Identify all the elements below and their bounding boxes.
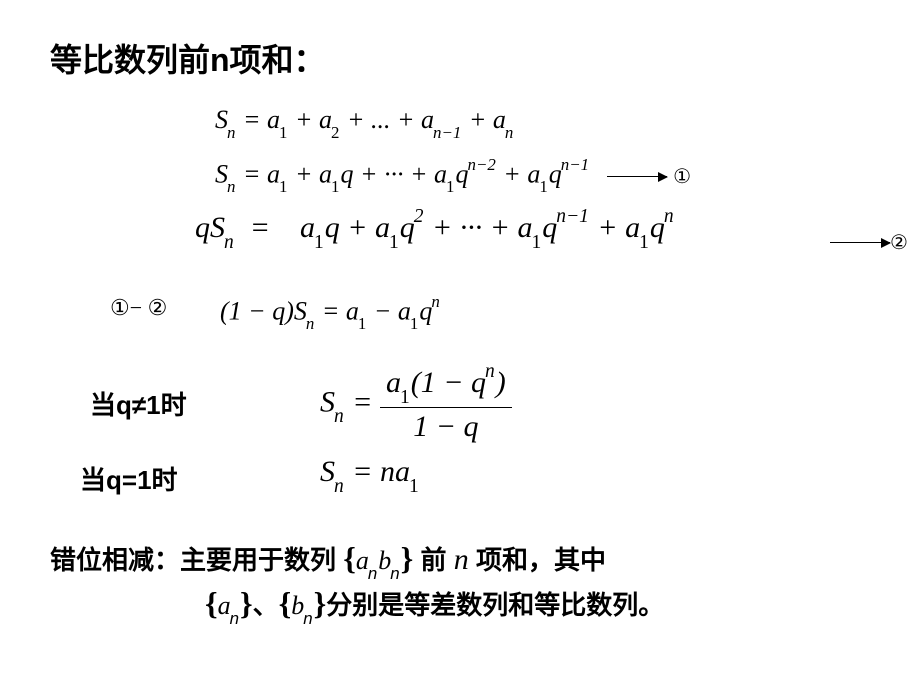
equation-q-times-sum: qSn = a1q + a1q2 + ··· + a1qn−1 + a1qn xyxy=(195,210,675,250)
method-n-var: n xyxy=(454,543,469,576)
case-label-q-eq-1: 当q=1时 xyxy=(80,460,178,497)
marker-2: ② xyxy=(890,230,908,255)
arrow-marker-2: ② xyxy=(820,230,908,255)
method-description-line2: {an}、{bn}分别是等差数列和等比数列。 xyxy=(205,585,664,625)
arrow-icon xyxy=(607,176,667,178)
marker-1: ① xyxy=(673,164,691,189)
method-prefix: 错位相减：主要用于数列 xyxy=(50,545,336,575)
equation-case-q-neq-1: Sn = a1(1 − qn) 1 − q xyxy=(320,365,512,444)
method-sep: 、 xyxy=(253,590,279,620)
arrow-icon xyxy=(830,242,890,244)
equation-case-q-eq-1: Sn = na1 xyxy=(320,455,420,494)
method-suffix1: 项和，其中 xyxy=(476,545,606,575)
equation-geometric-expansion: Sn = a1 + a1q + ··· + a1qn−2 + a1qn−1 ① xyxy=(215,158,691,194)
method-suffix2: 分别是等差数列和等比数列。 xyxy=(326,590,664,620)
equation-difference: (1 − q)Sn = a1 − a1qn xyxy=(220,295,441,331)
method-description-line1: 错位相减：主要用于数列 {anbn} 前 n 项和，其中 xyxy=(50,540,606,580)
case-label-q-neq-1: 当q≠1时 xyxy=(90,385,187,422)
equation-sum-expansion: Sn = a1 + a2 + ... + an−1 + an xyxy=(215,105,514,139)
method-mid: 前 xyxy=(421,545,447,575)
diff-label: ①− ② xyxy=(110,295,167,321)
page-title: 等比数列前n项和： xyxy=(50,35,326,81)
